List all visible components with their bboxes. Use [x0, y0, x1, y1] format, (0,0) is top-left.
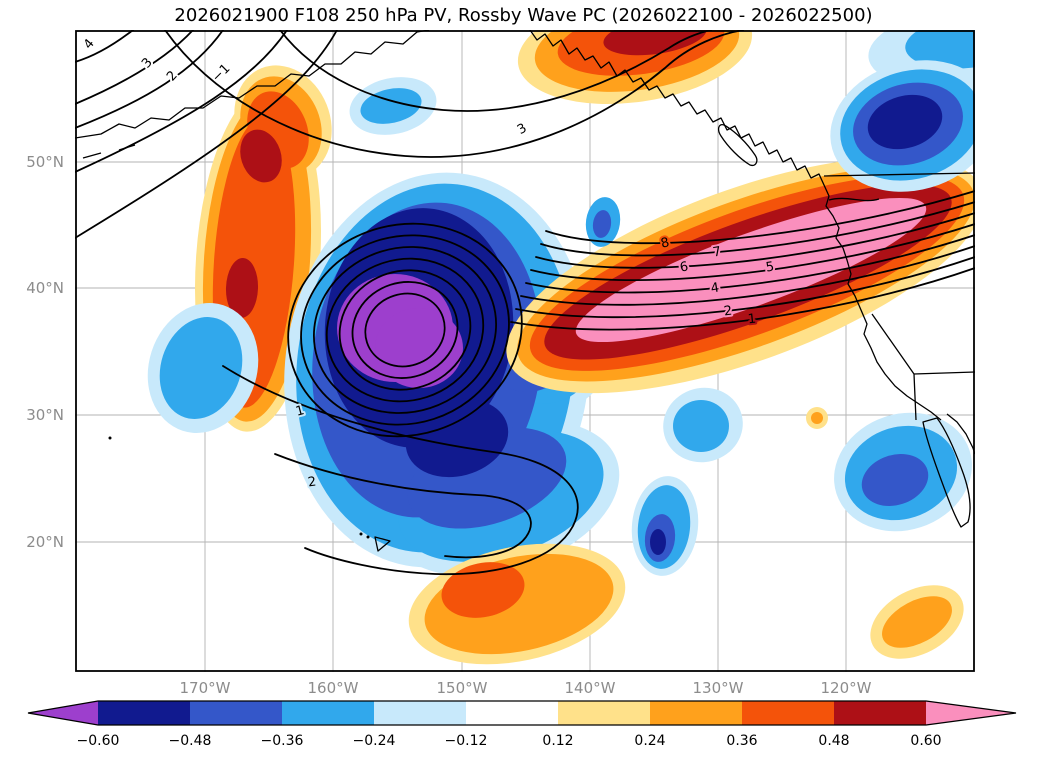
shading-pink-ridge — [506, 156, 975, 394]
colorbar-segment — [374, 701, 466, 725]
map-plot-svg: 4 3 2 −1 3 1 2 8 7 6 5 4 2 1 — [75, 30, 975, 672]
x-tick-label: 120°W — [820, 679, 872, 697]
shading-orange-southeast — [870, 585, 964, 659]
colorbar-segment — [190, 701, 282, 725]
colorbar-tick-label: −0.36 — [260, 733, 304, 749]
colorbar-tick-label: −0.60 — [76, 733, 120, 749]
x-tick-label: 150°W — [436, 679, 488, 697]
map-plot: 4 3 2 −1 3 1 2 8 7 6 5 4 2 1 — [75, 30, 975, 672]
colorbar-tick-label: −0.48 — [168, 733, 212, 749]
y-tick-label: 30°N — [26, 406, 64, 424]
filled-contours — [147, 30, 975, 665]
y-tick-label: 40°N — [26, 279, 64, 297]
contour-label: 3 — [139, 55, 156, 71]
contour-label: 1 — [747, 312, 757, 328]
colorbar-segment — [834, 701, 926, 725]
colorbar-tick-label: 0.48 — [818, 733, 850, 749]
shading-blue-baja — [834, 412, 972, 532]
shading-blue-spot — [585, 197, 621, 247]
colorbar-segment — [98, 701, 190, 725]
colorbar — [27, 700, 1017, 726]
shading-blue-patch-east — [663, 387, 743, 463]
colorbar-tick-label: −0.12 — [444, 733, 488, 749]
shading-cyan-top-left — [349, 77, 437, 135]
y-tick-label: 20°N — [26, 533, 64, 551]
contour-label: 4 — [81, 36, 98, 52]
colorbar-segment — [466, 701, 558, 725]
shading-orange-top — [517, 30, 753, 104]
x-tick-label: 130°W — [692, 679, 744, 697]
shading-orange-dot — [806, 407, 828, 429]
contour-label: 2 — [723, 304, 733, 320]
colorbar-under-arrow — [28, 701, 98, 725]
colorbar-segment — [558, 701, 650, 725]
pv-contours — [75, 30, 975, 576]
colorbar-outline — [27, 700, 1017, 726]
shading-blue-northeast — [830, 30, 975, 192]
colorbar-tick-label: 0.24 — [634, 733, 666, 749]
axes-frame — [75, 30, 975, 672]
colorbar-tick-label: −0.24 — [352, 733, 396, 749]
colorbar-labels: −0.60 −0.48 −0.36 −0.24 −0.12 0.12 0.24 0.36 0.4… — [0, 733, 1047, 753]
colorbar-segment — [650, 701, 742, 725]
y-tick-label: 50°N — [26, 153, 64, 171]
colorbar-tick-label: 0.36 — [726, 733, 758, 749]
x-tick-label: 170°W — [179, 679, 231, 697]
shading-blue-west-patch — [147, 303, 259, 433]
x-tick-label: 160°W — [307, 679, 359, 697]
chart-title: 2026021900 F108 250 hPa PV, Rossby Wave … — [174, 5, 873, 26]
colorbar-tick-label: 0.60 — [910, 733, 942, 749]
colorbar-segment — [282, 701, 374, 725]
shading-blue-patch-south — [631, 476, 699, 576]
contour-label: 3 — [515, 121, 530, 138]
x-tick-label: 140°W — [564, 679, 616, 697]
colorbar-tick-label: 0.12 — [542, 733, 574, 749]
colorbar-segment — [742, 701, 834, 725]
colorbar-over-arrow — [926, 701, 1016, 725]
